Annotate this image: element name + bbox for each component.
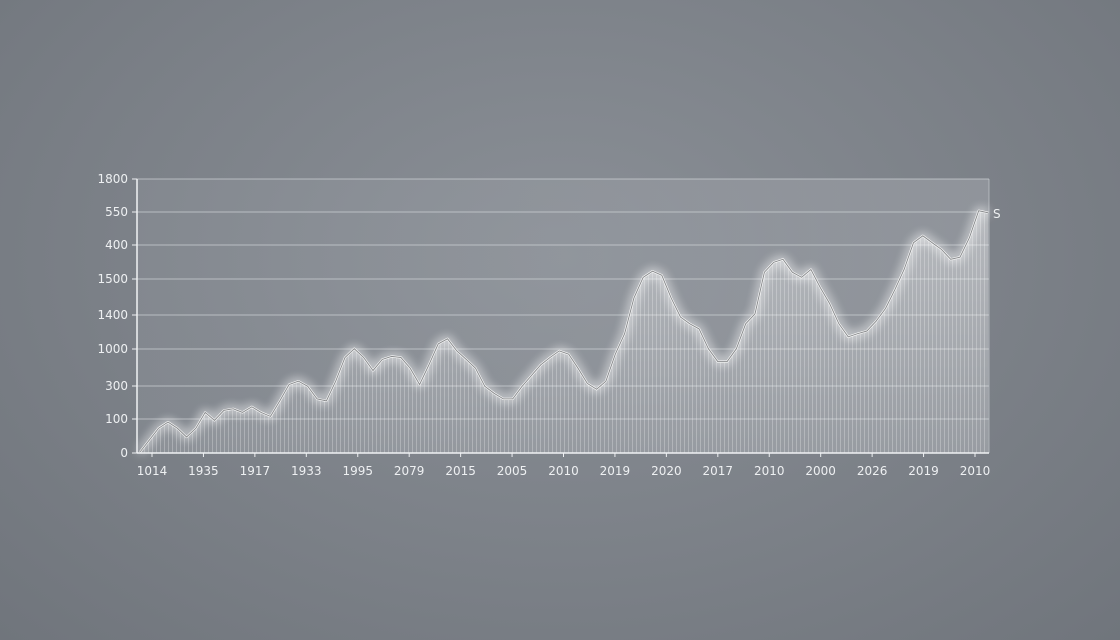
x-tick-label: 2079 [394, 464, 425, 478]
x-tick-label: 1014 [137, 464, 168, 478]
x-tick-label: 2010 [754, 464, 785, 478]
x-tick-label: 2005 [497, 464, 528, 478]
series-area-hatch [140, 210, 988, 453]
x-tick-label: 1917 [240, 464, 271, 478]
x-tick-label: 2017 [703, 464, 734, 478]
x-tick-label: 2019 [600, 464, 631, 478]
y-tick-label: 1800 [97, 172, 128, 186]
y-tick-label: 1400 [97, 308, 128, 322]
y-tick-label: 300 [105, 379, 128, 393]
x-tick-label: 2015 [445, 464, 476, 478]
x-tick-label: 1933 [291, 464, 322, 478]
y-tick-label: 1500 [97, 272, 128, 286]
x-tick-label: 2010 [960, 464, 991, 478]
y-tick-label: 400 [105, 238, 128, 252]
x-tick-label: 2000 [805, 464, 836, 478]
x-tick-label: 2026 [857, 464, 888, 478]
y-axis: 0 100 300 1000 1400 1500 400 550 1800 [97, 172, 137, 460]
x-tick-label: 2010 [548, 464, 579, 478]
x-axis: 1014 1935 1917 1933 1995 2079 2015 2005 2010 2019… [137, 453, 991, 478]
end-label: S [993, 207, 1001, 221]
y-tick-label: 550 [105, 205, 128, 219]
y-tick-label: 100 [105, 412, 128, 426]
x-tick-label: 2020 [651, 464, 682, 478]
x-tick-label: 1995 [342, 464, 373, 478]
series-line-dark [139, 210, 989, 453]
x-tick-label: 1935 [188, 464, 219, 478]
y-tick-label: 0 [120, 446, 128, 460]
x-tick-label: 2019 [908, 464, 939, 478]
y-tick-label: 1000 [97, 342, 128, 356]
